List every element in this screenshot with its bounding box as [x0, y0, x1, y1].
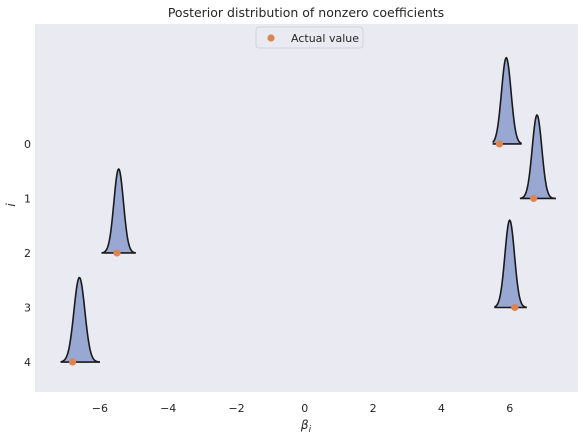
x-axis-label: βi	[300, 418, 312, 435]
distribution-curve-2	[101, 167, 136, 254]
x-tick-label: 0	[301, 402, 308, 415]
distribution-fill-0	[492, 57, 522, 144]
y-axis-label: i	[4, 203, 18, 207]
x-tick-label: 2	[370, 402, 377, 415]
plot-area	[35, 24, 578, 392]
actual-value-point-2	[113, 249, 121, 257]
legend: Actual value	[255, 26, 364, 49]
actual-value-point-4	[68, 358, 77, 366]
y-tick-label: 0	[24, 138, 31, 151]
x-tick-labels: −6 −4 −2 0 2 4 6	[92, 402, 513, 415]
distribution-fill-2	[101, 169, 136, 253]
y-tick-label: 2	[24, 247, 31, 260]
x-tick-label: 4	[438, 402, 445, 415]
distribution-curve-3	[494, 219, 527, 309]
distribution-curve-0	[492, 56, 522, 145]
y-tick-labels: 0 1 2 3 4	[24, 138, 31, 369]
distributions	[60, 56, 556, 363]
distribution-curve-4	[60, 276, 100, 363]
legend-label: Actual value	[291, 32, 359, 45]
x-tick-label: −6	[92, 402, 108, 415]
actual-value-markers	[68, 140, 538, 366]
x-tick-label: −2	[228, 402, 244, 415]
actual-value-point-0	[495, 140, 504, 148]
legend-box	[255, 26, 364, 49]
actual-value-point-3	[511, 303, 519, 312]
legend-marker	[267, 34, 275, 42]
y-tick-label: 3	[24, 301, 31, 314]
y-tick-label: 1	[24, 192, 31, 205]
x-tick-label: −4	[160, 402, 176, 415]
distribution-fill-1	[519, 115, 556, 199]
actual-value-point-1	[530, 194, 538, 203]
x-tick-label: 6	[506, 402, 513, 415]
distribution-curve-1	[519, 114, 556, 200]
chart-title: Posterior distribution of nonzero coeffi…	[168, 5, 444, 20]
y-tick-label: 4	[24, 356, 31, 369]
